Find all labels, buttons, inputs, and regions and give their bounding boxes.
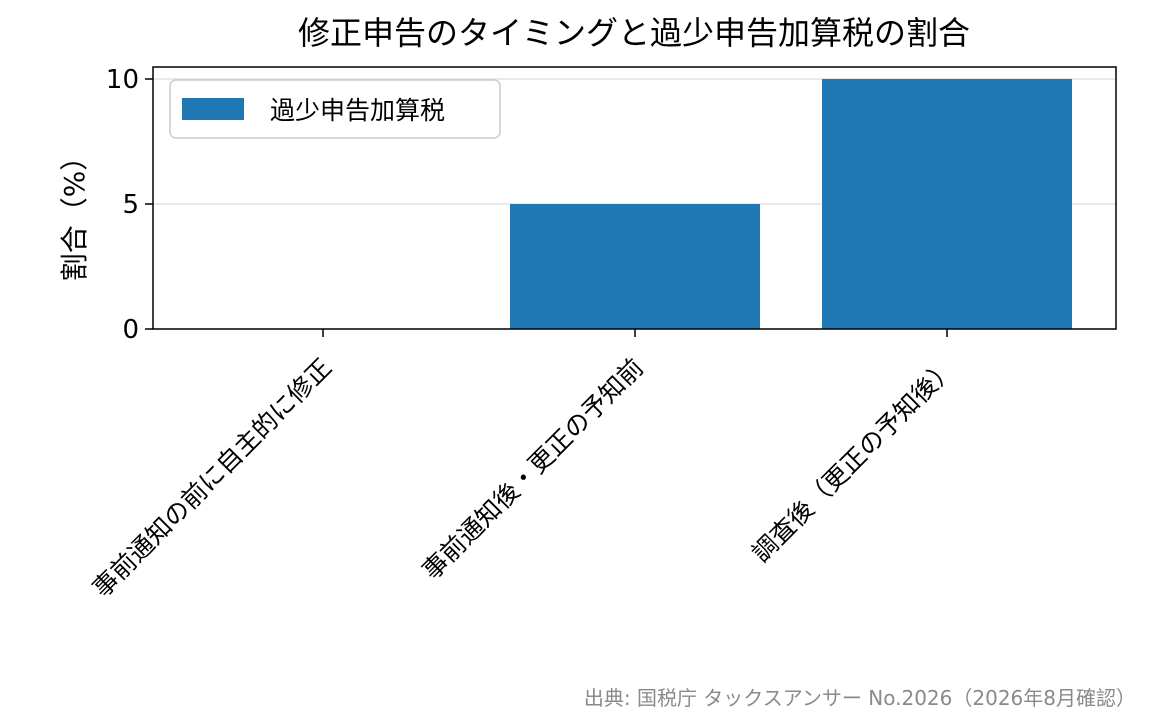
x-ticks: 事前通知の前に自主的に修正 事前通知後・更正の予知前 調査後（更正の予知後） — [87, 329, 961, 603]
bars — [510, 79, 1072, 329]
y-tick-label: 10 — [106, 65, 139, 95]
chart-title: 修正申告のタイミングと過少申告加算税の割合 — [298, 14, 970, 52]
x-tick-label: 調査後（更正の予知後） — [746, 353, 961, 568]
bar — [510, 204, 760, 329]
bar — [822, 79, 1072, 329]
x-tick-label: 事前通知後・更正の予知前 — [417, 353, 650, 586]
y-ticks: 0 5 10 — [106, 65, 153, 345]
legend-box — [169, 79, 501, 139]
x-tick-label: 事前通知の前に自主的に修正 — [87, 353, 337, 603]
y-axis-label: 割合（%） — [58, 143, 91, 282]
source-note: 出典: 国税庁 タックスアンサー No.2026（2026年8月確認） — [583, 686, 1136, 710]
legend: 過少申告加算税 — [169, 79, 501, 139]
legend-swatch — [182, 98, 244, 120]
legend-label: 過少申告加算税 — [270, 96, 445, 125]
y-tick-label: 5 — [122, 190, 139, 220]
y-tick-label: 0 — [122, 315, 139, 345]
